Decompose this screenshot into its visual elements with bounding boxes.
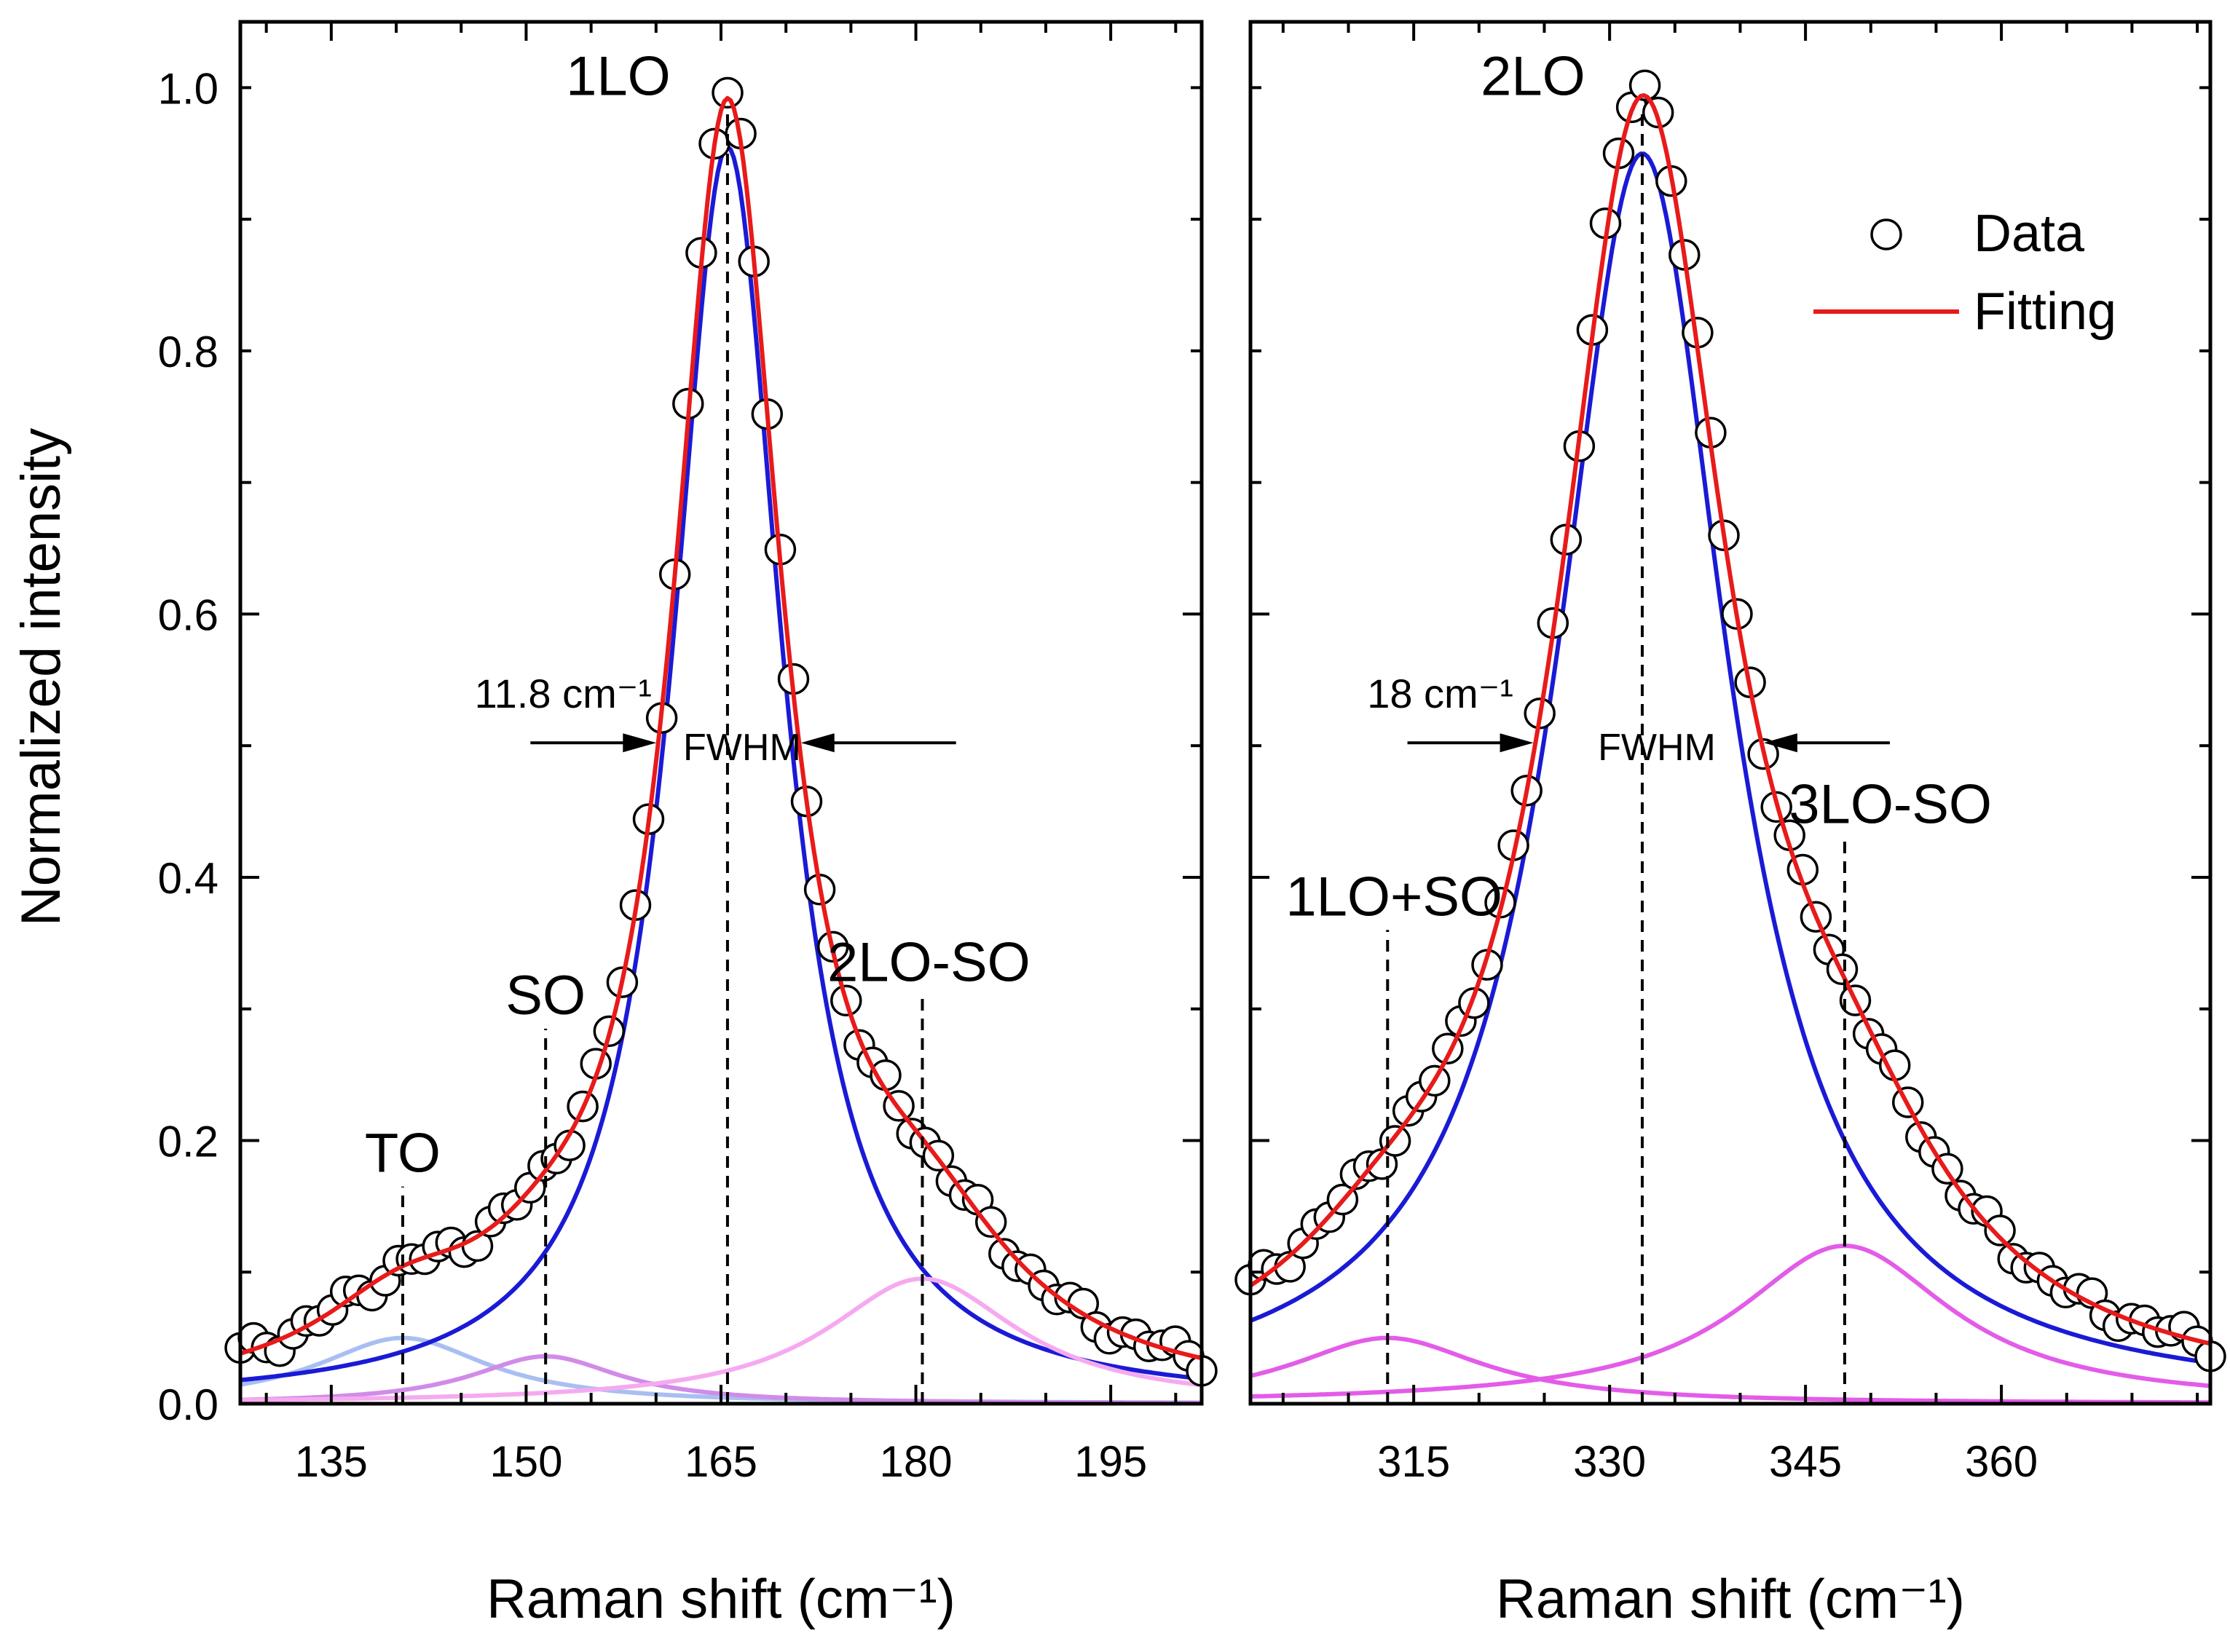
peak-label-to: TO — [365, 1123, 441, 1185]
x-tick-label: 360 — [1965, 1437, 2038, 1486]
right-panel: 315 330 345 360 2LO 1LO+SO 3LO-SO 18 cm⁻¹ F… — [1234, 20, 2226, 1630]
fwhm-arrows-left — [530, 733, 956, 753]
y-tick-label: 0.0 — [158, 1380, 218, 1429]
peak-label-2lo: 2LO — [1481, 45, 1585, 107]
x-tick-label: 330 — [1573, 1437, 1646, 1486]
x-tick-label: 345 — [1769, 1437, 1842, 1486]
legend-fitting-label: Fitting — [1974, 282, 2116, 341]
fwhm-arrow-left-head — [1500, 733, 1534, 753]
y-tick-label: 0.4 — [158, 854, 218, 903]
fit-curve — [240, 95, 1202, 1361]
fwhm-value-right: 18 cm⁻¹ — [1367, 671, 1513, 716]
right-plot-frame — [1248, 20, 2213, 1406]
y-tick-label: 0.2 — [158, 1117, 218, 1166]
x-axis-title-left: Raman shift (cm⁻¹) — [486, 1568, 956, 1630]
fwhm-arrow-right-head — [800, 733, 835, 753]
fwhm-arrows-right — [1407, 733, 1890, 753]
legend-data-label: Data — [1974, 205, 2085, 263]
left-panel: 135 150 165 180 195 0.0 0.2 0.4 0.6 0.8 1.0 1LO T… — [158, 20, 1218, 1630]
peak-label-1lo-so: 1LO+SO — [1285, 866, 1502, 928]
peak-label-3lo-so: 3LO-SO — [1789, 774, 1992, 836]
component-curve-1lo — [240, 144, 1202, 1383]
peak-label-2lo-so: 2LO-SO — [827, 932, 1031, 994]
fwhm-label-right: FWHM — [1598, 727, 1716, 769]
data-point — [974, 1206, 1007, 1238]
x-tick-label: 195 — [1074, 1437, 1147, 1486]
component-curve-2lo — [1249, 151, 2211, 1365]
peak-label-1lo: 1LO — [566, 45, 671, 107]
y-tick-label: 0.8 — [158, 328, 218, 376]
component-curve-3lo-so — [1250, 1244, 2211, 1399]
y-tick-label: 1.0 — [158, 64, 218, 113]
data-point — [1984, 1214, 2016, 1246]
left-plot-frame — [238, 20, 1204, 1406]
x-tick-label: 315 — [1377, 1437, 1450, 1486]
component-curve-2lo-so — [240, 1276, 1202, 1403]
legend-data-marker — [1870, 218, 1902, 250]
legend: Data Fitting — [1813, 205, 2116, 341]
x-tick-label: 165 — [685, 1437, 757, 1486]
fwhm-arrow-left-head — [623, 733, 657, 753]
x-axis-title-right: Raman shift (cm⁻¹) — [1496, 1568, 1965, 1630]
y-axis-title: Normalized intensity — [10, 428, 72, 926]
x-tick-label: 135 — [295, 1437, 368, 1486]
data-point — [1628, 69, 1661, 101]
component-curve-1lo-so — [1250, 1335, 2210, 1405]
y-tick-label: 0.6 — [158, 590, 218, 639]
fwhm-value-left: 11.8 cm⁻¹ — [475, 671, 652, 716]
x-tick-label: 150 — [489, 1437, 562, 1486]
fit-curve — [1249, 93, 2211, 1346]
x-tick-label: 180 — [880, 1437, 953, 1486]
data-point — [712, 76, 744, 109]
fwhm-label-left: FWHM — [683, 727, 801, 769]
peak-label-so: SO — [505, 965, 586, 1027]
fwhm-arrow-right-head — [1763, 733, 1797, 753]
